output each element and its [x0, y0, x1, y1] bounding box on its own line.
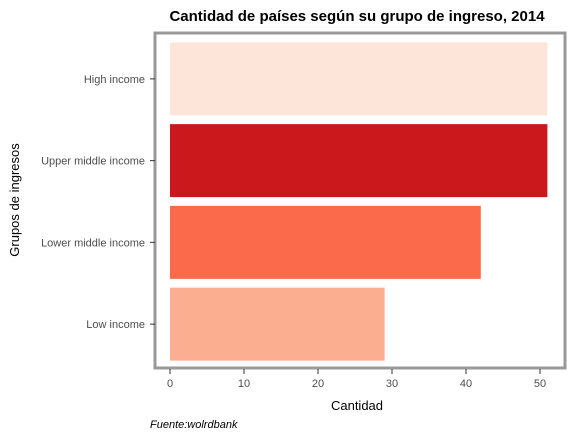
- bar-2: [170, 124, 548, 198]
- bar-4: [170, 287, 385, 361]
- x-tick-label: 20: [312, 378, 324, 390]
- panel-border: [153, 31, 567, 370]
- bar-1: [170, 42, 548, 116]
- x-tick-label: 50: [534, 378, 546, 390]
- y-tick-label: Lower middle income: [41, 237, 145, 249]
- x-axis-title: Cantidad: [331, 398, 383, 413]
- chart-title: Cantidad de países según su grupo de ing…: [169, 8, 545, 25]
- source-caption: Fuente:wolrdbank: [150, 419, 238, 431]
- y-axis-title: Grupos de ingresos: [7, 143, 22, 257]
- x-tick-label: 40: [460, 378, 472, 390]
- x-tick-label: 10: [238, 378, 250, 390]
- bars-group: [170, 42, 548, 361]
- x-tick-label: 0: [167, 378, 173, 390]
- x-tick-label: 30: [386, 378, 398, 390]
- y-tick-label: High income: [84, 74, 145, 86]
- y-tick-label: Low income: [86, 319, 145, 331]
- y-tick-label: Upper middle income: [41, 156, 145, 168]
- x-axis: 0 10 20 30 40 50: [167, 369, 546, 390]
- bar-3: [170, 205, 481, 279]
- y-axis: High income Upper middle income Lower midd…: [41, 74, 155, 331]
